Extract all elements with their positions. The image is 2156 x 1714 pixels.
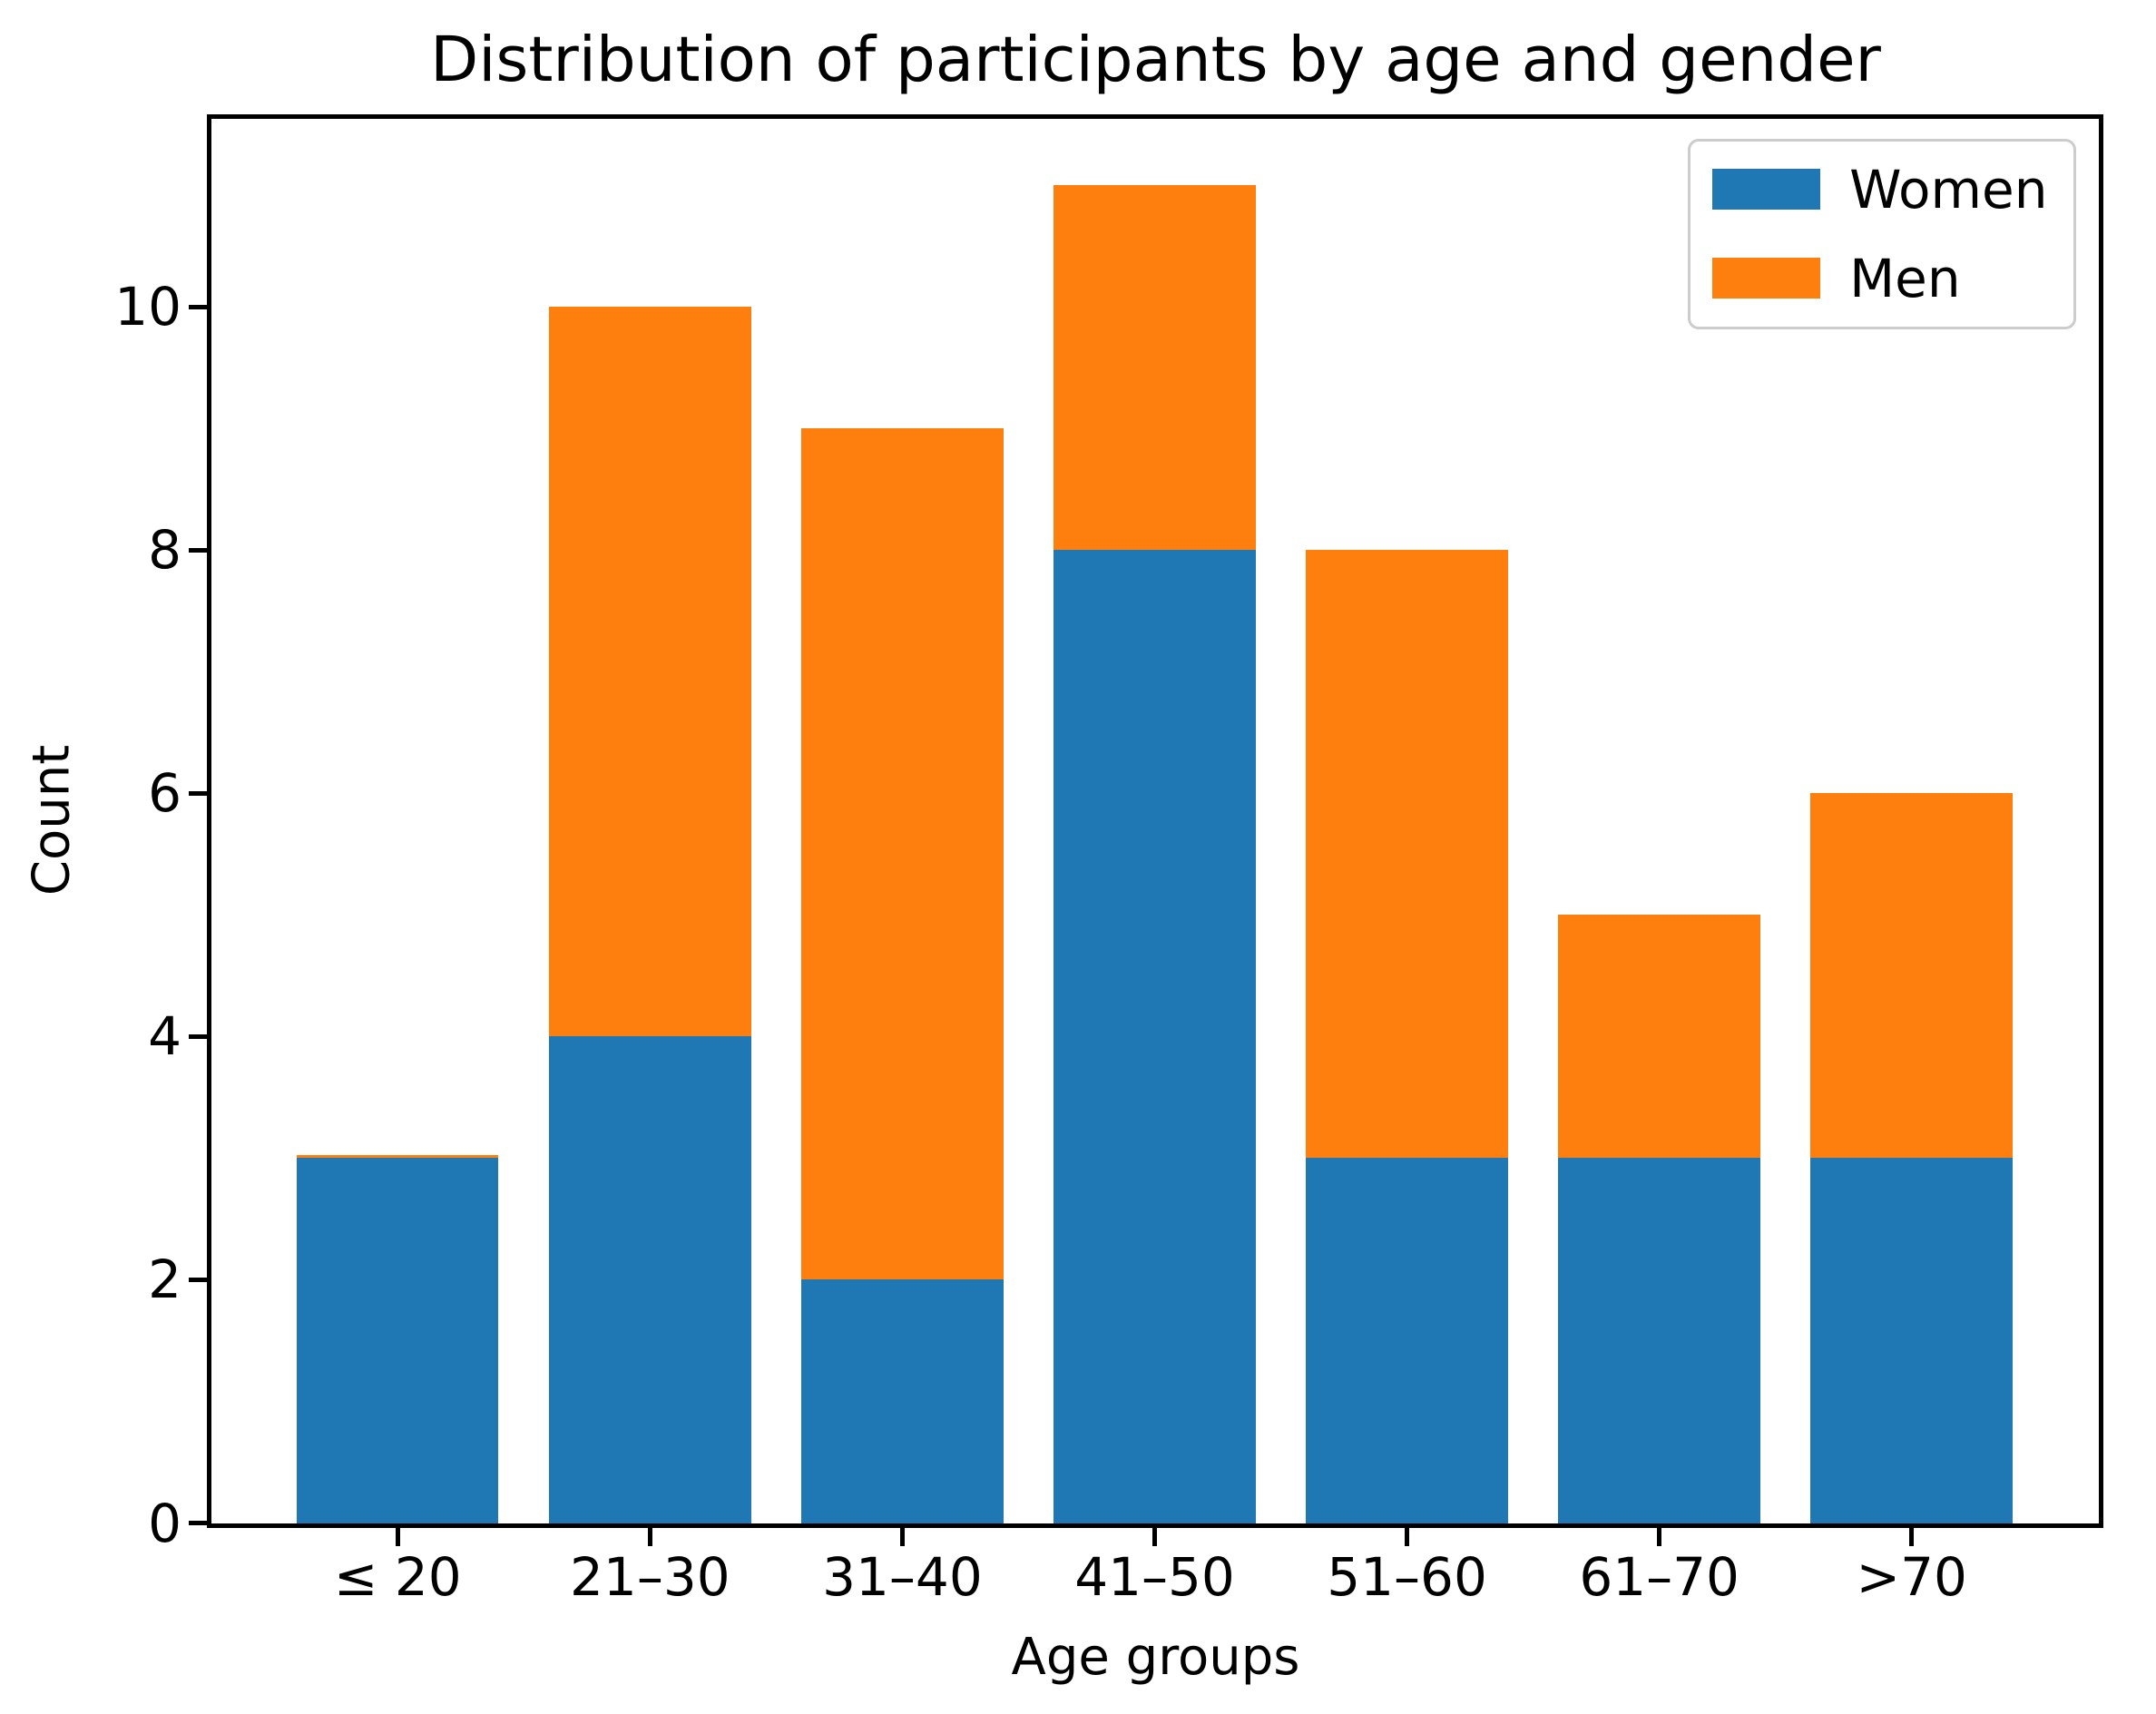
x-tick-label: 51–60	[1327, 1546, 1487, 1608]
bar-women-7	[1810, 1158, 2013, 1523]
bar-men-4	[1054, 185, 1256, 551]
x-tick-mark	[899, 1527, 905, 1546]
y-tick-label: 8	[148, 519, 181, 582]
x-tick-label: 21–30	[570, 1546, 730, 1608]
bar-men-7	[1810, 793, 2013, 1159]
x-tick-label: 41–50	[1074, 1546, 1235, 1608]
legend: Women Men	[1688, 138, 2076, 329]
legend-swatch-women	[1712, 169, 1821, 210]
legend-swatch-men	[1712, 258, 1821, 299]
x-tick-label: >70	[1856, 1546, 1967, 1608]
y-tick-mark	[188, 1033, 207, 1039]
bar-men-1	[297, 1155, 499, 1159]
x-tick-label: ≤ 20	[333, 1546, 462, 1608]
bar-women-6	[1558, 1158, 1760, 1523]
x-tick-mark	[1152, 1527, 1157, 1546]
bar-women-5	[1306, 1158, 1508, 1523]
legend-label-men: Men	[1849, 247, 1961, 309]
y-tick-label: 4	[148, 1005, 181, 1068]
y-tick-mark	[188, 1277, 207, 1282]
x-tick-mark	[1405, 1527, 1410, 1546]
bar-women-2	[549, 1036, 751, 1523]
bar-women-1	[297, 1158, 499, 1523]
y-tick-label: 0	[148, 1492, 181, 1554]
plot-area: Women Men	[206, 113, 2103, 1528]
x-tick-mark	[647, 1527, 652, 1546]
bar-men-6	[1558, 915, 1760, 1159]
legend-row-women: Women	[1712, 158, 2048, 220]
y-tick-mark	[188, 790, 207, 796]
y-tick-label: 2	[148, 1249, 181, 1311]
bar-women-4	[1054, 550, 1256, 1523]
y-tick-mark	[188, 304, 207, 309]
x-tick-mark	[1909, 1527, 1915, 1546]
x-tick-mark	[1657, 1527, 1662, 1546]
legend-label-women: Women	[1849, 158, 2048, 220]
x-tick-mark	[395, 1527, 400, 1546]
bar-men-2	[549, 307, 751, 1037]
x-tick-label: 31–40	[822, 1546, 983, 1608]
bar-men-5	[1306, 550, 1508, 1159]
y-tick-mark	[188, 1521, 207, 1525]
y-tick-mark	[188, 547, 207, 553]
bar-men-3	[801, 428, 1004, 1280]
x-axis-label: Age groups	[1011, 1628, 1300, 1687]
legend-row-men: Men	[1712, 252, 2047, 305]
x-tick-label: 61–70	[1579, 1546, 1740, 1608]
chart-title: Distribution of participants by age and …	[430, 24, 1881, 96]
bar-women-3	[801, 1279, 1004, 1523]
y-tick-label: 10	[114, 276, 181, 338]
y-tick-label: 6	[148, 762, 181, 825]
